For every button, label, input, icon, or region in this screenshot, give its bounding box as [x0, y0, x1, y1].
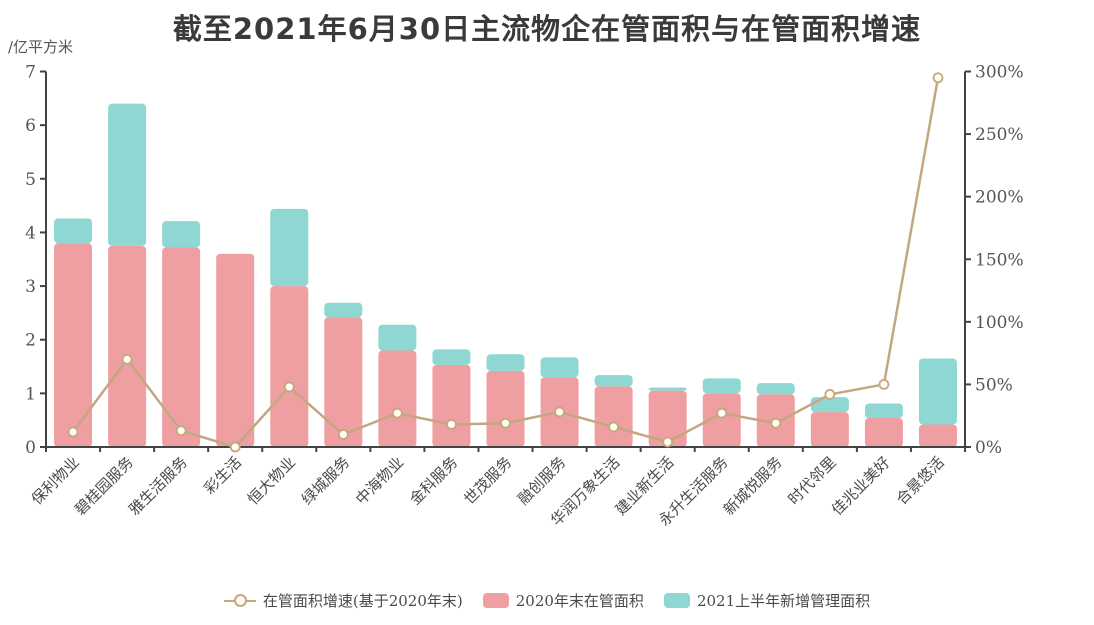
teal-swatch-icon: [663, 593, 690, 608]
growth-rate-marker: [446, 419, 457, 430]
base-area-bar: [702, 393, 741, 447]
x-axis-label: 恒大物业: [244, 453, 299, 508]
base-area-bar: [108, 245, 147, 447]
left-axis-tick-label: 2: [25, 331, 36, 351]
new-area-bar: [756, 383, 795, 395]
x-axis-label: 雅生活服务: [125, 453, 191, 519]
x-axis-label: 中海物业: [352, 453, 407, 508]
x-axis-label: 金科服务: [406, 453, 461, 508]
growth-rate-marker: [770, 417, 782, 429]
x-axis-label: 融创服务: [514, 453, 569, 508]
x-axis-label: 绿城服务: [298, 453, 353, 508]
base-area-bar: [864, 418, 903, 447]
new-area-bar: [702, 378, 741, 394]
growth-rate-marker: [67, 426, 79, 438]
new-area-bar: [270, 208, 309, 287]
left-axis-tick-label: 7: [25, 63, 36, 83]
growth-rate-marker: [283, 381, 295, 393]
growth-rate-marker: [121, 353, 133, 365]
base-area-bar: [216, 253, 255, 447]
new-area-bar: [162, 221, 201, 248]
x-axis-label: 时代邻里: [785, 453, 840, 508]
x-axis-label: 世茂服务: [460, 453, 515, 508]
growth-rate-marker: [716, 407, 728, 419]
x-axis-label: 佳兆业美好: [828, 453, 894, 519]
base-area-bar: [162, 247, 201, 447]
new-area-bar: [864, 403, 903, 419]
new-area-bar: [378, 324, 417, 351]
base-area-bar: [54, 243, 93, 447]
right-axis-tick-label: 150%: [975, 250, 1024, 270]
legend-item-base-area: 2020年末在管面积: [482, 590, 644, 611]
new-area-bar: [594, 375, 633, 387]
new-area-bar: [324, 302, 363, 318]
base-area-bar: [324, 317, 363, 447]
growth-rate-marker: [932, 72, 944, 84]
base-area-bar: [270, 286, 309, 447]
left-axis-tick-label: 6: [25, 116, 36, 136]
left-axis-tick-label: 3: [25, 277, 36, 297]
left-axis-tick-label: 4: [25, 223, 36, 243]
base-area-bar: [378, 350, 417, 447]
growth-rate-marker: [500, 417, 511, 429]
legend-label-new-area: 2021上半年新增管理面积: [696, 592, 871, 610]
legend-line-dot: [233, 594, 247, 607]
page-title: 截至2021年6月30日主流物企在管面积与在管面积增速: [172, 12, 922, 46]
base-area-bar: [594, 386, 633, 447]
growth-rate-marker: [229, 441, 241, 453]
right-axis-tick-label: 200%: [975, 188, 1024, 208]
growth-rate-marker: [608, 421, 620, 433]
new-area-bar: [54, 218, 93, 244]
base-area-bar: [810, 412, 849, 447]
x-axis-label: 彩生活: [200, 453, 245, 498]
right-axis-tick-label: 300%: [975, 63, 1024, 83]
new-area-bar: [648, 387, 687, 391]
line-marker-icon: [223, 594, 256, 607]
x-axis-label: 合景悠活: [893, 453, 948, 508]
new-area-bar: [918, 358, 957, 425]
new-area-bar: [486, 354, 525, 371]
left-axis-tick-label: 1: [25, 384, 36, 404]
base-area-bar: [918, 424, 957, 447]
x-axis-label: 保利物业: [28, 453, 83, 508]
growth-rate-marker: [554, 406, 565, 418]
pink-swatch-icon: [482, 593, 509, 608]
legend-item-growth-rate: 在管面积增速(基于2020年末): [223, 590, 463, 611]
growth-rate-marker: [662, 436, 674, 448]
base-area-bar: [432, 364, 471, 447]
chart-legend: 在管面积增速(基于2020年末) 2020年末在管面积 2021上半年新增管理面…: [0, 590, 1094, 611]
growth-rate-marker: [337, 429, 349, 440]
growth-rate-marker: [824, 389, 836, 400]
base-area-bar: [486, 370, 525, 447]
new-area-bar: [540, 357, 579, 378]
right-axis-tick-label: 50%: [975, 375, 1013, 395]
new-area-bar: [432, 349, 471, 365]
growth-rate-marker: [878, 379, 890, 390]
right-axis-tick-label: 250%: [975, 125, 1024, 145]
right-axis-tick-label: 0%: [975, 438, 1002, 458]
left-axis-tick-label: 0: [25, 438, 36, 458]
growth-rate-marker: [175, 425, 187, 437]
legend-label-growth-rate: 在管面积增速(基于2020年末): [262, 592, 463, 610]
new-area-bar: [108, 103, 147, 246]
x-axis-label: 新城悦服务: [720, 453, 786, 519]
legend-label-base-area: 2020年末在管面积: [515, 592, 644, 610]
right-axis-tick-label: 100%: [975, 313, 1024, 333]
legend-item-new-area: 2021上半年新增管理面积: [663, 590, 871, 611]
left-axis-tick-label: 5: [25, 170, 36, 190]
base-area-bar: [648, 390, 687, 447]
growth-rate-marker: [391, 407, 403, 419]
y-axis-unit-label: /亿平方米: [8, 38, 74, 56]
